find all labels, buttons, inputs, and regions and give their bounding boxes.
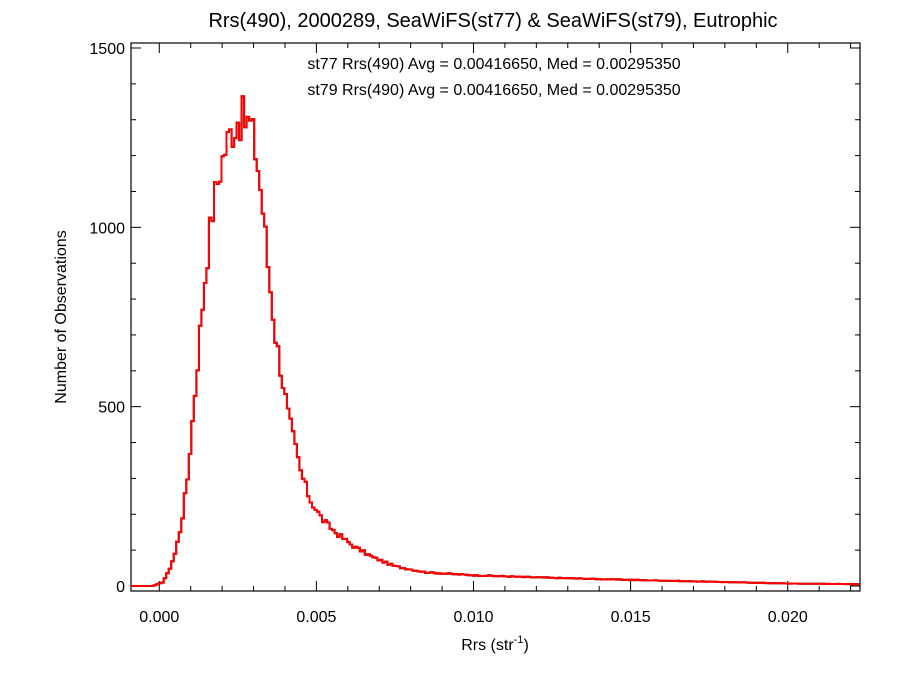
chart-title: Rrs(490), 2000289, SeaWiFS(st77) & SeaWi… — [208, 10, 777, 32]
annotation-st77: st77 Rrs(490) Avg = 0.00416650, Med = 0.… — [307, 56, 680, 73]
histogram-series-st79 — [131, 95, 860, 587]
x-axis-label-superscript: -1 — [514, 634, 524, 646]
histogram-series-st77 — [131, 95, 860, 587]
y-axis-label: Number of Observations — [53, 230, 70, 403]
y-tick-label: 1500 — [89, 41, 125, 58]
y-tick-label: 500 — [98, 400, 125, 417]
x-axis-label: Rrs (str-1) — [461, 634, 529, 654]
x-tick-label: 0.005 — [296, 609, 336, 626]
axis-tick-labels: 0.000 0.005 0.010 0.015 0.020 0 500 1000 1500 — [89, 41, 807, 626]
annotation-st79: st79 Rrs(490) Avg = 0.00416650, Med = 0.… — [307, 82, 680, 99]
x-axis-label-main: Rrs (str — [461, 637, 514, 654]
x-tick-label: 0.015 — [611, 609, 651, 626]
axis-ticks — [131, 43, 860, 591]
y-tick-label: 1000 — [89, 220, 125, 237]
x-tick-label: 0.020 — [768, 609, 808, 626]
plot-frame — [130, 42, 861, 592]
x-tick-label: 0.010 — [453, 609, 493, 626]
x-axis-label-suffix: ) — [523, 637, 528, 654]
x-tick-label: 0.000 — [139, 609, 179, 626]
y-tick-label: 0 — [116, 579, 125, 596]
